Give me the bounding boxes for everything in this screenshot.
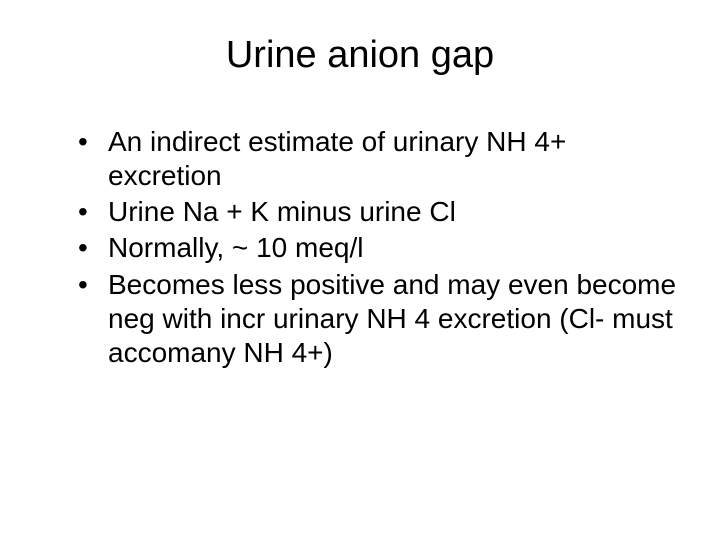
slide-title: Urine anion gap <box>40 34 680 77</box>
bullet-list: An indirect estimate of urinary NH 4+ ex… <box>40 125 680 370</box>
slide-container: Urine anion gap An indirect estimate of … <box>0 0 720 540</box>
list-item: Normally, ~ 10 meq/l <box>84 231 680 265</box>
list-item: Becomes less positive and may even becom… <box>84 268 680 370</box>
list-item: Urine Na + K minus urine Cl <box>84 195 680 229</box>
list-item: An indirect estimate of urinary NH 4+ ex… <box>84 125 680 193</box>
